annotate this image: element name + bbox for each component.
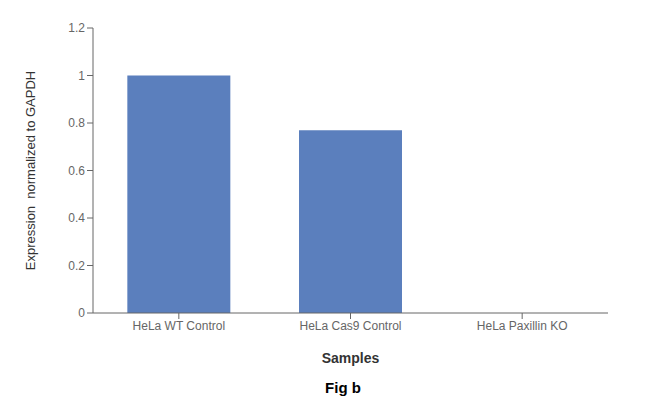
svg-text:HeLa Cas9 Control: HeLa Cas9 Control <box>299 319 401 333</box>
svg-text:Expression normalized to GAPD: Expression normalized to GAPDH <box>23 71 38 270</box>
html-text:Fig b: Fig b <box>325 379 361 396</box>
svg-text:Samples: Samples <box>322 350 380 366</box>
svg-text:0.4: 0.4 <box>68 211 85 225</box>
svg-text:0.6: 0.6 <box>68 164 85 178</box>
svg-text:0.2: 0.2 <box>68 259 85 273</box>
svg-text:0: 0 <box>78 306 85 320</box>
svg-text:HeLa WT Control: HeLa WT Control <box>133 319 225 333</box>
svg-text:0.8: 0.8 <box>68 116 85 130</box>
svg-text:HeLa Paxillin KO: HeLa Paxillin KO <box>477 319 568 333</box>
svg-text:1.2: 1.2 <box>68 21 85 35</box>
svg-text:1: 1 <box>78 69 85 83</box>
